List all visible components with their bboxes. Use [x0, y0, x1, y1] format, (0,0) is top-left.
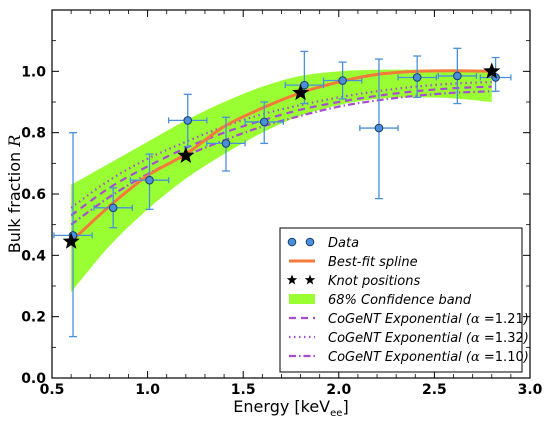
data-point: [338, 76, 347, 85]
data-point: [221, 139, 231, 148]
legend-label: CoGeNT Exponential (α =1.32): [328, 331, 529, 346]
y-tick-label: 1.0: [21, 64, 46, 80]
legend-entry-data: Data: [287, 236, 359, 251]
y-tick-label: 0.2: [21, 310, 46, 326]
data-point: [183, 116, 193, 125]
cogent-curve-dashed: [70, 85, 492, 217]
legend-entry-cogent-dotted: CoGeNT Exponential (α =1.32): [289, 331, 529, 346]
plot-area: [53, 47, 512, 338]
error-bar: [244, 101, 285, 145]
legend-entry-cogent-dashed: CoGeNT Exponential (α =1.21): [289, 312, 529, 327]
legend-label: Best-fit spline: [328, 255, 418, 270]
cogent-curve-dashdot: [70, 90, 492, 226]
y-axis-label-symbol: R: [5, 135, 24, 148]
legend-label: 68% Confidence band: [328, 293, 472, 308]
legend: Data Best-fit spline Knot positions 68% Con…: [279, 227, 529, 373]
cogent-curves-layer: [70, 80, 492, 226]
legend-entry-spline: Best-fit spline: [289, 255, 418, 270]
y-tick-label: 0.6: [21, 187, 46, 203]
legend-label: Data: [328, 236, 359, 251]
legend-entry-band: 68% Confidence band: [289, 293, 472, 308]
knot-star: [483, 62, 501, 79]
legend-label: Knot positions: [328, 274, 420, 289]
x-tick-label: 1.5: [231, 382, 256, 398]
x-tick-label: 3.0: [518, 382, 543, 398]
y-axis-label-main: Bulk fraction: [5, 152, 24, 253]
spline-layer: [70, 69, 492, 243]
ticks-layer: 0.5 1.0 1.5 2.0 2.5 3.0 0.0 0.2 0.4 0.6 0.8 1.0: [21, 10, 543, 398]
x-axis-label-close: ]: [342, 397, 348, 416]
x-tick-label: 2.5: [422, 382, 447, 398]
knot-star: [177, 146, 195, 163]
data-point: [108, 203, 118, 213]
legend-entry-knots: Knot positions: [286, 274, 420, 289]
y-axis-label: Bulk fraction R: [5, 135, 24, 254]
legend-box: [279, 227, 523, 373]
data-point: [145, 175, 154, 185]
best-fit-spline: [70, 69, 492, 243]
knot-star: [62, 232, 80, 249]
data-point: [259, 117, 269, 127]
legend-label: CoGeNT Exponential (α =1.10): [328, 350, 529, 365]
data-point: [412, 73, 422, 82]
knot-star: [292, 83, 310, 101]
x-tick-label: 0.5: [40, 382, 65, 398]
y-tick-label: 0.0: [21, 371, 46, 387]
x-tick-label: 1.0: [135, 382, 160, 398]
legend-entry-cogent-dashdot: CoGeNT Exponential (α =1.10): [289, 350, 529, 365]
x-tick-label: 2.0: [326, 382, 351, 398]
data-point: [453, 71, 462, 81]
legend-label: CoGeNT Exponential (α =1.21): [328, 312, 529, 327]
x-axis-label-main: Energy [keV: [233, 397, 330, 416]
knots-layer: [62, 62, 501, 249]
x-axis-label-sub: ee: [330, 408, 342, 419]
y-tick-label: 0.4: [21, 248, 46, 264]
y-tick-label: 0.8: [21, 126, 46, 142]
x-axis-label: Energy [keVee]: [233, 397, 348, 419]
data-point: [374, 123, 384, 133]
